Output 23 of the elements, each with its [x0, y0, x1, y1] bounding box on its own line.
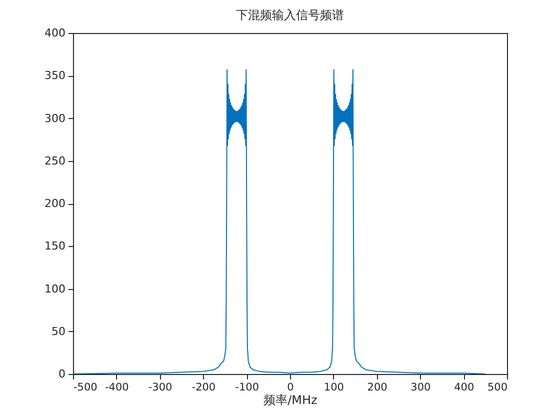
y-tick-label: 250	[44, 154, 66, 168]
x-tick-label: -100	[235, 382, 260, 394]
y-tick-label: 100	[44, 282, 66, 296]
y-tick-label: 350	[44, 69, 66, 82]
y-tick-label: 50	[52, 324, 66, 338]
y-tick-label: 150	[44, 240, 66, 253]
x-tick-label: 500	[487, 382, 508, 394]
x-tick-label: -500	[74, 382, 98, 394]
x-tick-label: 100	[324, 382, 344, 394]
x-tick-label: -300	[148, 382, 172, 394]
y-tick-label: 200	[44, 197, 66, 210]
x-tick-label: 400	[454, 382, 474, 394]
x-axis-title: 频率/MHz	[264, 393, 318, 407]
x-tick-label: -200	[192, 382, 216, 394]
x-tick-label: 300	[410, 382, 431, 394]
x-tick-label: 0	[287, 382, 294, 394]
y-tick-label: 400	[44, 26, 66, 40]
chart-title: 下混频输入信号频谱	[236, 8, 344, 22]
line-series	[73, 69, 486, 374]
y-tick-label: 0	[58, 368, 66, 380]
x-tick-label: -400	[104, 382, 129, 394]
y-tick-label: 300	[44, 112, 66, 125]
x-tick-label: 200	[367, 382, 388, 394]
